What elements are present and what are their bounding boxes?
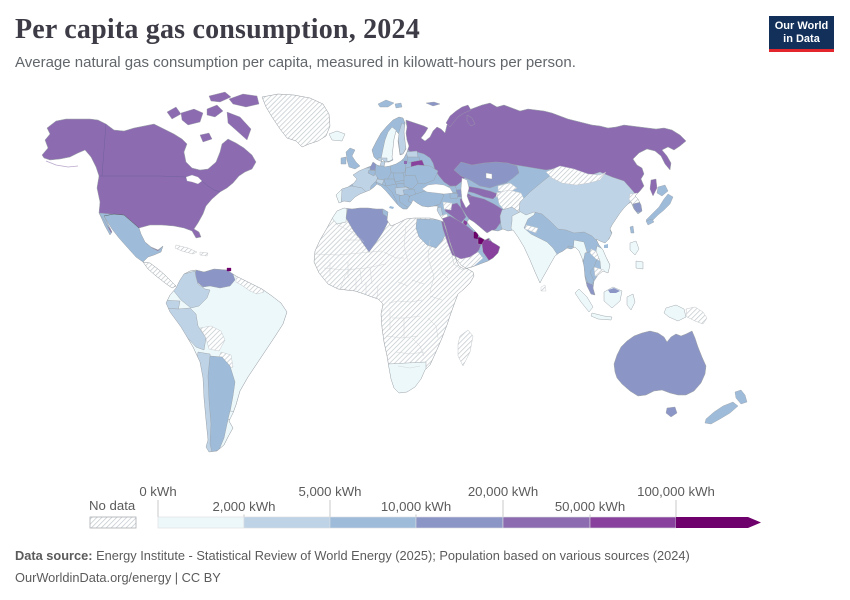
svg-text:20,000 kWh: 20,000 kWh bbox=[468, 484, 538, 499]
svg-text:0 kWh: 0 kWh bbox=[139, 484, 176, 499]
svg-text:10,000 kWh: 10,000 kWh bbox=[381, 499, 451, 514]
svg-text:2,000 kWh: 2,000 kWh bbox=[212, 499, 275, 514]
svg-text:50,000 kWh: 50,000 kWh bbox=[555, 499, 625, 514]
svg-text:No data: No data bbox=[89, 498, 136, 513]
svg-text:5,000 kWh: 5,000 kWh bbox=[298, 484, 361, 499]
svg-text:100,000 kWh: 100,000 kWh bbox=[637, 484, 715, 499]
